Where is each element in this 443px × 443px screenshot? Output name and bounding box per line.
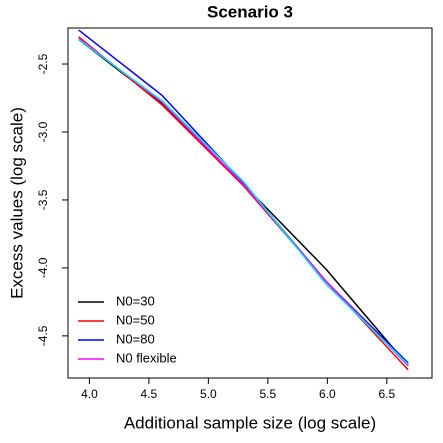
x-tick-label: 6.0 — [319, 387, 336, 401]
x-tick-label: 5.5 — [259, 387, 276, 401]
y-tick-label: -4.0 — [36, 257, 50, 278]
y-tick-label: -3.0 — [36, 121, 50, 142]
legend-label: N0 flexible — [116, 350, 177, 365]
y-tick-label: -4.5 — [36, 325, 50, 346]
chart-title: Scenario 3 — [207, 2, 293, 21]
x-tick-label: 4.0 — [81, 387, 98, 401]
y-tick-label: -3.5 — [36, 189, 50, 210]
x-tick-label: 4.5 — [141, 387, 158, 401]
legend-label: N0=80 — [116, 331, 155, 346]
legend-label: N0=50 — [116, 312, 155, 327]
y-axis-label: Excess values (log scale) — [7, 107, 26, 299]
y-tick-label: -2.5 — [36, 53, 50, 74]
legend-label: N0=30 — [116, 293, 155, 308]
plot-frame — [67, 27, 433, 379]
x-axis-label: Additional sample size (log scale) — [124, 413, 376, 432]
series-line — [78, 38, 409, 365]
x-tick-label: 5.0 — [200, 387, 217, 401]
x-tick-label: 6.5 — [378, 387, 395, 401]
